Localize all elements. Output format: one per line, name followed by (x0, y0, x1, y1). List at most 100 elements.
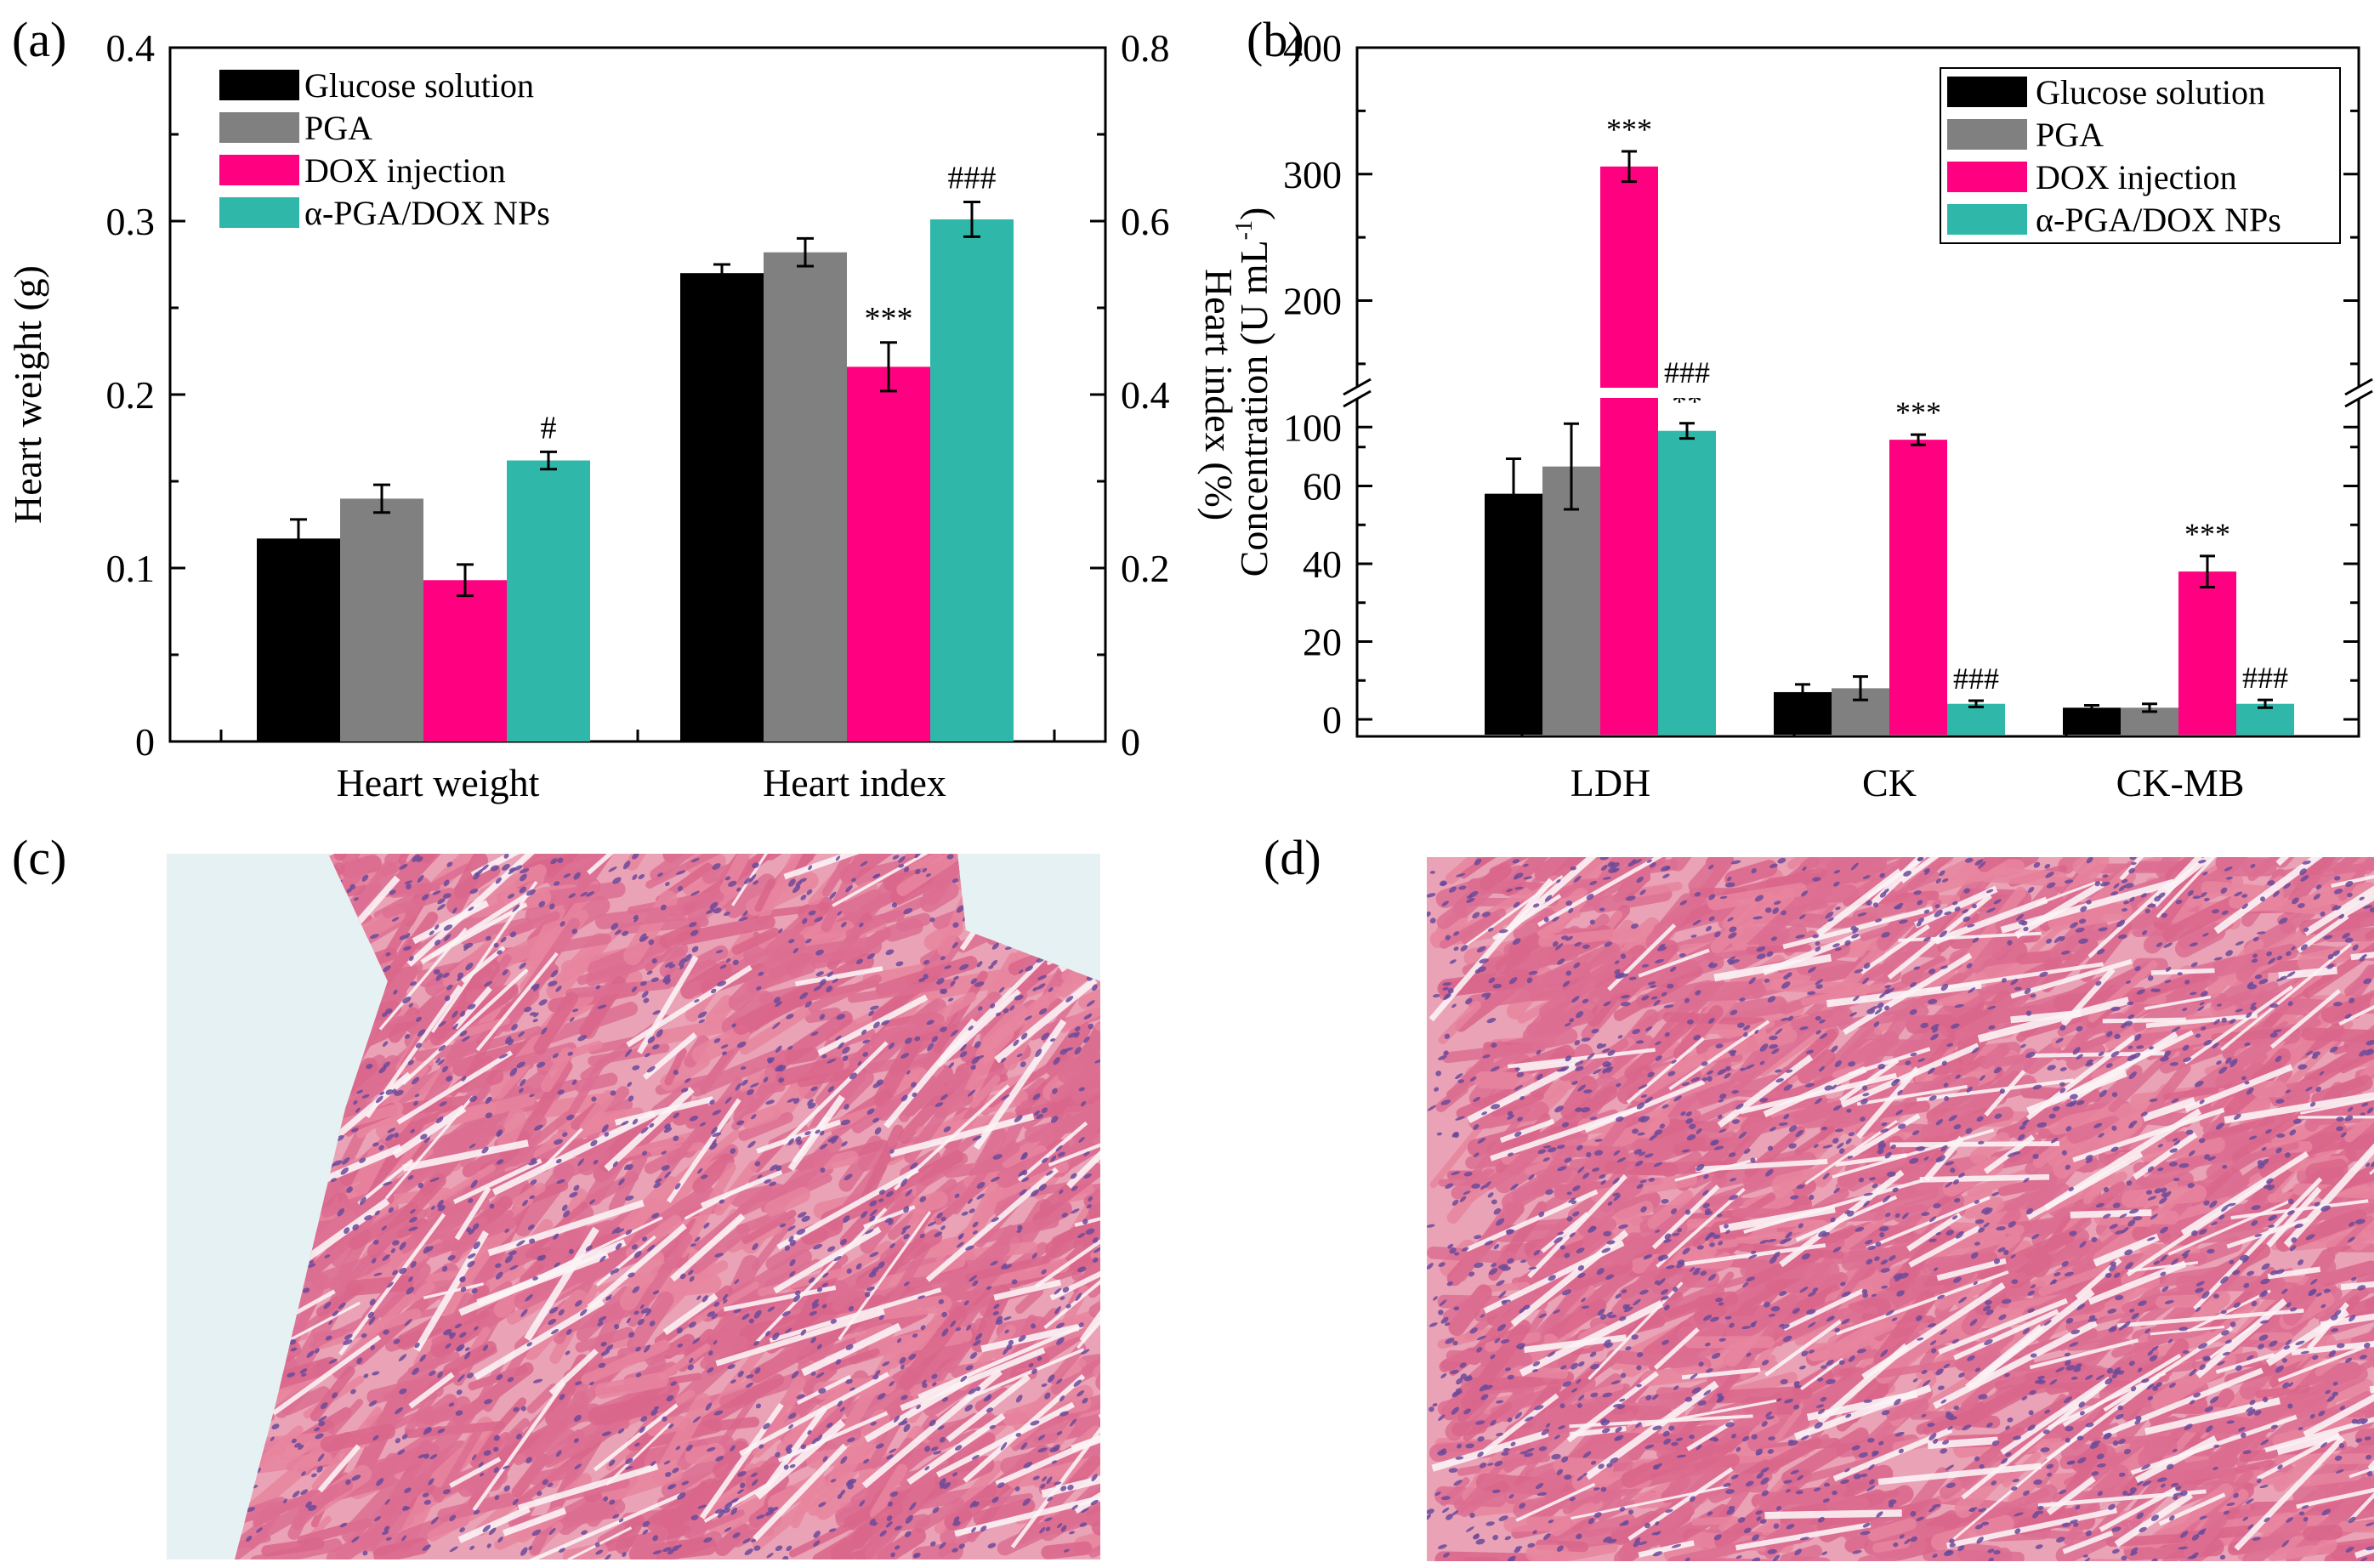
cell-nucleus (886, 1454, 894, 1460)
cell-nucleus (822, 1456, 828, 1463)
muscle-fibre (442, 934, 503, 988)
cell-nucleus (486, 1543, 491, 1548)
cell-nucleus (894, 1545, 900, 1550)
cell-nucleus (531, 1529, 542, 1537)
cell-nucleus (908, 1353, 917, 1361)
cell-nucleus (995, 1320, 1003, 1325)
cell-nucleus (1037, 1447, 1048, 1453)
cell-nucleus (840, 1489, 846, 1496)
cell-nucleus (1020, 1442, 1028, 1450)
cell-nucleus (1055, 1145, 1063, 1152)
muscle-fibre (959, 1265, 1003, 1310)
muscle-fibre (519, 1111, 572, 1156)
panel-label-c: (c) (12, 830, 67, 885)
muscle-fibre (360, 1476, 422, 1552)
cell-nucleus (351, 1536, 360, 1543)
cell-nucleus (361, 1094, 370, 1099)
cell-nucleus (1055, 1322, 1065, 1329)
muscle-fibre (933, 970, 988, 1054)
cell-nucleus (635, 1372, 642, 1378)
muscle-fibre (435, 1423, 485, 1503)
cell-nucleus (763, 1077, 769, 1083)
cell-nucleus (952, 975, 959, 980)
cell-nucleus (647, 1036, 656, 1044)
cell-nucleus (948, 1062, 955, 1069)
cell-nucleus (417, 1182, 424, 1189)
cell-nucleus (643, 997, 650, 1003)
panel-label-b: (b) (1247, 12, 1304, 67)
cell-nucleus (504, 1255, 514, 1264)
cell-nucleus (737, 1470, 747, 1477)
cell-nucleus (1037, 983, 1046, 990)
cell-nucleus (653, 1406, 660, 1411)
muscle-fibre (688, 1281, 760, 1327)
cell-nucleus (905, 1037, 912, 1044)
cell-nucleus (796, 1228, 806, 1236)
tissue-cleft (491, 1111, 656, 1196)
cell-nucleus (1044, 1517, 1053, 1522)
cell-nucleus (1052, 1088, 1058, 1094)
cell-nucleus (470, 1179, 478, 1189)
cell-nucleus (375, 1095, 383, 1104)
cell-nucleus (697, 1504, 707, 1509)
cell-nucleus (737, 1489, 744, 1494)
cell-nucleus (956, 905, 964, 913)
y-tick-label: 0.2 (106, 373, 156, 417)
cell-nucleus (897, 1338, 902, 1344)
cell-nucleus (469, 889, 479, 895)
cell-nucleus (538, 999, 548, 1006)
cell-nucleus (1081, 1508, 1089, 1514)
muscle-fibre (562, 1542, 609, 1559)
cell-nucleus (1078, 1087, 1085, 1092)
muscle-fibre (719, 854, 778, 895)
cell-nucleus (855, 958, 864, 965)
cell-nucleus (832, 978, 838, 984)
cell-nucleus (367, 1311, 374, 1319)
cell-nucleus (842, 1046, 850, 1054)
cell-nucleus (505, 1036, 512, 1044)
cell-nucleus (788, 878, 796, 887)
cell-nucleus (530, 1157, 537, 1163)
cell-nucleus (1065, 996, 1074, 1003)
tissue-cleft (430, 880, 538, 1033)
cell-nucleus (1059, 1395, 1065, 1402)
cell-nucleus (566, 1328, 572, 1335)
cell-nucleus (772, 1022, 781, 1030)
cell-nucleus (919, 1196, 927, 1202)
cell-nucleus (473, 1241, 480, 1250)
cell-nucleus (707, 1350, 713, 1356)
cell-nucleus (1000, 1057, 1007, 1063)
cell-nucleus (497, 950, 503, 955)
cell-nucleus (968, 1025, 974, 1031)
cell-nucleus (391, 917, 400, 922)
cell-nucleus (889, 1149, 895, 1154)
cell-nucleus (811, 1303, 820, 1310)
tissue-cleft (864, 1378, 969, 1443)
cell-nucleus (965, 1365, 974, 1371)
cell-nucleus (527, 1224, 535, 1230)
muscle-fibre (632, 1525, 669, 1559)
muscle-fibre (310, 1300, 402, 1349)
legend-label: DOX injection (304, 151, 506, 190)
cell-nucleus (732, 959, 739, 966)
cell-nucleus (631, 986, 637, 992)
cell-nucleus (924, 1466, 929, 1471)
cell-nucleus (441, 1265, 448, 1272)
cell-nucleus (875, 1443, 884, 1449)
tissue-cleft (2298, 1115, 2374, 1119)
cell-nucleus (796, 1394, 805, 1400)
cell-nucleus (789, 1463, 796, 1469)
cell-nucleus (688, 1270, 694, 1275)
cell-nucleus (626, 1317, 631, 1324)
cell-nucleus (311, 1473, 317, 1478)
cell-nucleus (611, 1226, 621, 1235)
cell-nucleus (372, 1371, 380, 1376)
cell-nucleus (974, 1041, 981, 1048)
cell-nucleus (1053, 1056, 1060, 1065)
cell-nucleus (442, 1489, 451, 1495)
cell-nucleus (612, 1161, 618, 1167)
cell-nucleus (802, 918, 808, 924)
muscle-fibre (544, 1354, 590, 1426)
cell-nucleus (788, 939, 795, 944)
muscle-fibre (731, 927, 780, 955)
